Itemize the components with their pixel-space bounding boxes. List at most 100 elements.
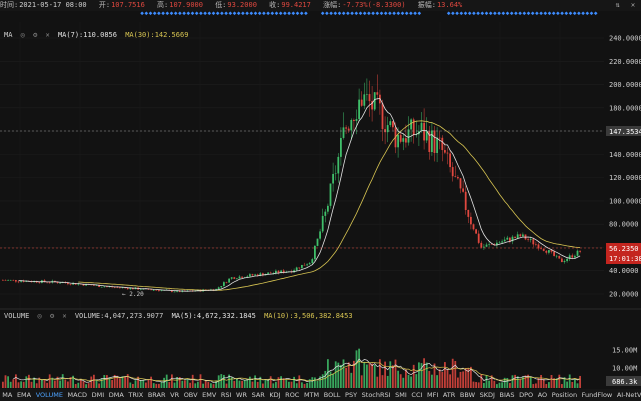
tab-mtm[interactable]: MTM — [303, 391, 320, 399]
candle-body[interactable] — [337, 156, 340, 174]
event-dot[interactable] — [346, 11, 350, 16]
candle-body[interactable] — [67, 282, 69, 285]
candle-body[interactable] — [303, 264, 306, 266]
event-dot[interactable] — [190, 11, 195, 16]
candle-body[interactable] — [548, 250, 550, 253]
candle-body[interactable] — [535, 244, 537, 245]
candle-body[interactable] — [451, 167, 454, 177]
candle-body[interactable] — [472, 224, 475, 230]
candle-body[interactable] — [20, 281, 22, 282]
candle-body[interactable] — [106, 286, 108, 288]
event-dot[interactable] — [140, 11, 144, 16]
tab-macd[interactable]: MACD — [67, 391, 88, 399]
tab-ai-netvol[interactable]: AI-NetVOL — [616, 391, 641, 399]
event-dot[interactable] — [564, 11, 569, 16]
close-icon[interactable]: ✕ — [630, 1, 636, 9]
candle-body[interactable] — [251, 274, 254, 276]
candle-body[interactable] — [576, 250, 579, 256]
candle-body[interactable] — [514, 236, 516, 238]
candle-body[interactable] — [506, 237, 509, 240]
tab-dpo[interactable]: DPO — [519, 391, 534, 399]
candle-body[interactable] — [360, 99, 363, 106]
candle-body[interactable] — [540, 248, 542, 250]
candle-body[interactable] — [373, 92, 376, 110]
candle-body[interactable] — [298, 267, 301, 269]
candle-body[interactable] — [483, 246, 485, 248]
tab-boll[interactable]: BOLL — [323, 391, 341, 399]
tab-ao[interactable]: AO — [537, 391, 548, 399]
event-dot[interactable] — [589, 11, 594, 16]
event-dot[interactable] — [182, 11, 186, 16]
candle-body[interactable] — [376, 92, 379, 95]
event-dot[interactable] — [497, 11, 501, 16]
candle-body[interactable] — [259, 273, 262, 276]
event-dot[interactable] — [556, 11, 560, 16]
candle-body[interactable] — [392, 121, 394, 128]
event-dot[interactable] — [325, 11, 329, 16]
candle-body[interactable] — [490, 244, 493, 245]
candle-body[interactable] — [332, 173, 334, 184]
tab-stochrsi[interactable]: StochRSI — [361, 391, 391, 399]
candle-body[interactable] — [558, 255, 561, 259]
candle-body[interactable] — [340, 137, 342, 157]
candle-body[interactable] — [475, 229, 477, 234]
event-dot[interactable] — [400, 11, 405, 16]
candle-body[interactable] — [267, 272, 269, 275]
tab-atr[interactable]: ATR — [442, 391, 456, 399]
candle-body[interactable] — [347, 128, 350, 131]
candle-body[interactable] — [93, 285, 95, 286]
candle-body[interactable] — [353, 119, 355, 121]
candle-body[interactable] — [545, 250, 548, 253]
candle-body[interactable] — [561, 258, 563, 263]
candle-body[interactable] — [233, 277, 236, 279]
event-dot[interactable] — [178, 11, 182, 16]
event-dot[interactable] — [459, 11, 464, 16]
candle-body[interactable] — [412, 119, 415, 136]
candle-body[interactable] — [355, 119, 358, 121]
candle-body[interactable] — [100, 286, 103, 288]
event-dot[interactable] — [186, 11, 191, 16]
event-dot[interactable] — [560, 11, 564, 16]
candle-body[interactable] — [275, 270, 277, 274]
candle-body[interactable] — [77, 283, 80, 285]
event-dot[interactable] — [350, 11, 354, 16]
event-dot[interactable] — [249, 11, 254, 16]
event-dot[interactable] — [392, 11, 396, 16]
candle-body[interactable] — [555, 255, 558, 257]
event-dot[interactable] — [362, 11, 367, 16]
candle-body[interactable] — [158, 290, 160, 292]
candle-body[interactable] — [217, 287, 220, 289]
event-dot[interactable] — [274, 11, 279, 16]
event-dot[interactable] — [547, 11, 552, 16]
candlesticks[interactable] — [2, 74, 581, 293]
event-dot[interactable] — [463, 11, 468, 16]
event-dot[interactable] — [514, 11, 518, 16]
candle-body[interactable] — [12, 279, 15, 281]
candle-body[interactable] — [314, 245, 316, 260]
candle-body[interactable] — [363, 94, 366, 106]
chart-canvas[interactable]: 240.0000220.0000200.0000180.0000160.0000… — [0, 0, 641, 389]
event-dot[interactable] — [404, 11, 409, 16]
event-dot[interactable] — [371, 11, 375, 16]
tab-rsi[interactable]: RSI — [220, 391, 232, 399]
event-dot[interactable] — [488, 11, 493, 16]
candle-body[interactable] — [441, 137, 444, 151]
close-indicator-icon[interactable]: ✕ — [45, 31, 50, 39]
candle-body[interactable] — [311, 259, 314, 264]
event-dot[interactable] — [396, 11, 401, 16]
event-dot[interactable] — [530, 11, 535, 16]
event-dot[interactable] — [173, 11, 178, 16]
tab-brar[interactable]: BRAR — [147, 391, 166, 399]
event-dot[interactable] — [291, 11, 296, 16]
candle-body[interactable] — [550, 250, 553, 252]
event-dot[interactable] — [207, 11, 212, 16]
tab-fundflow[interactable]: FundFlow — [581, 391, 613, 399]
candle-body[interactable] — [477, 233, 480, 243]
tab-position[interactable]: Position — [551, 391, 578, 399]
event-dot[interactable] — [287, 11, 291, 16]
candle-body[interactable] — [464, 191, 467, 210]
candle-body[interactable] — [433, 130, 436, 153]
event-dot[interactable] — [203, 11, 207, 16]
event-dot[interactable] — [484, 11, 489, 16]
candle-body[interactable] — [428, 131, 431, 153]
